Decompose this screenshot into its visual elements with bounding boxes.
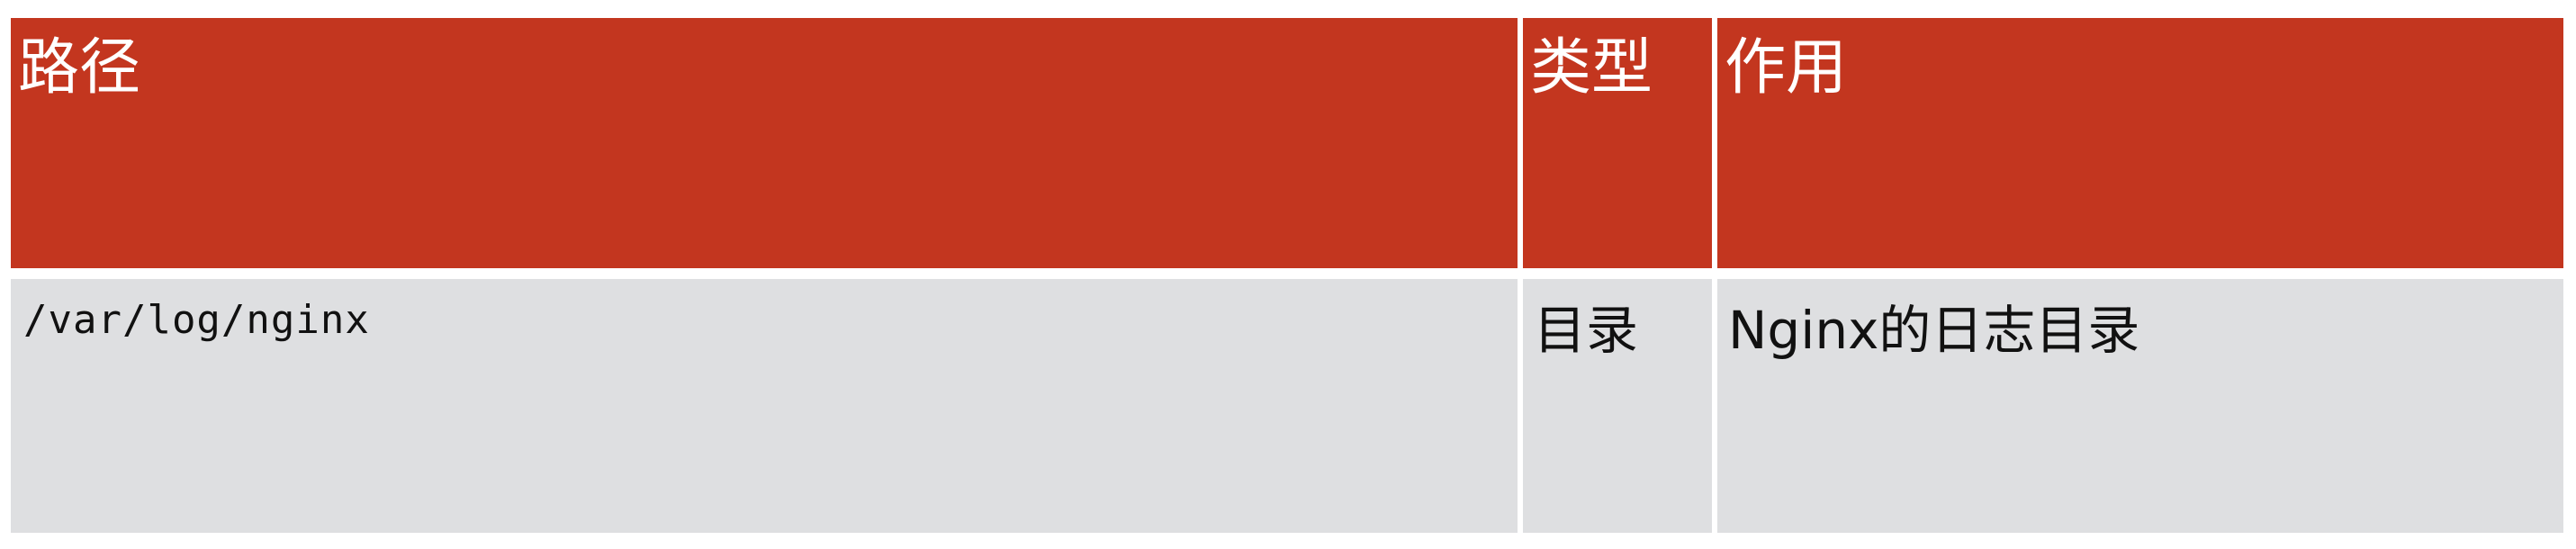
header-type: 类型 <box>1523 18 1712 268</box>
nginx-path-table: 路径 类型 作用 /var/log/nginx 目录 Nginx的日志目录 <box>11 18 2563 533</box>
row-path: /var/log/nginx <box>11 279 1518 533</box>
row-purpose: Nginx的日志目录 <box>1717 279 2563 533</box>
header-purpose: 作用 <box>1717 18 2563 268</box>
header-path: 路径 <box>11 18 1518 268</box>
row-type: 目录 <box>1523 279 1712 533</box>
